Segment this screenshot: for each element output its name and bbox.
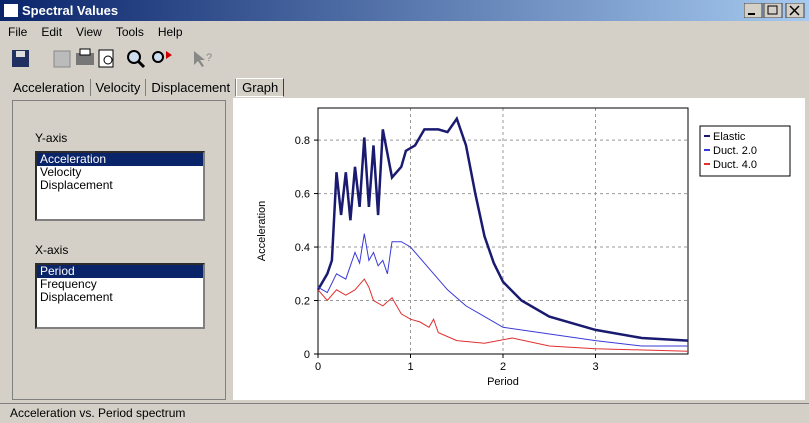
tab[interactable]: Acceleration	[8, 79, 91, 96]
list-item[interactable]: Displacement	[40, 178, 113, 192]
list-item[interactable]: Acceleration	[37, 153, 203, 166]
y-tick-label: 0	[304, 349, 310, 361]
window-title: Spectral Values	[22, 3, 119, 18]
menu-item[interactable]: View	[76, 25, 102, 39]
menu-item[interactable]: File	[8, 25, 28, 39]
series-line	[317, 278, 689, 352]
title-bar: Spectral Values	[0, 0, 809, 21]
x-axis-list[interactable]: Period Frequency Displacement	[35, 263, 205, 329]
series-line	[316, 115, 689, 342]
status-bar: Acceleration vs. Period spectrum	[0, 403, 809, 422]
y-tick-label: 0.8	[295, 135, 310, 147]
x-tick-label: 1	[407, 361, 413, 373]
x-tick-label: 0	[315, 361, 321, 373]
series-line	[317, 233, 688, 347]
tab[interactable]: Displacement	[146, 79, 237, 96]
legend-label: Duct. 2.0	[713, 145, 757, 157]
y-tick-label: 0.4	[295, 242, 310, 254]
tab[interactable]: Velocity	[91, 79, 147, 96]
y-tick-label: 0.6	[295, 189, 310, 201]
list-item[interactable]: Period	[37, 265, 203, 278]
legend-label: Duct. 4.0	[713, 159, 757, 171]
toolbar[interactable]: ?	[10, 47, 270, 71]
y-tick-label: 0.2	[295, 296, 310, 308]
y-axis-title: Acceleration	[256, 201, 268, 262]
app-icon	[4, 4, 18, 17]
status-text: Acceleration vs. Period spectrum	[10, 406, 186, 420]
menu-item[interactable]: Edit	[41, 25, 63, 39]
menu-item[interactable]: Tools	[115, 25, 144, 39]
plot-frame	[317, 107, 689, 355]
tab-strip: Acceleration Velocity Displacement Graph	[8, 78, 285, 97]
window-controls[interactable]	[744, 3, 806, 18]
list-item[interactable]: Frequency	[40, 277, 97, 291]
x-tick-label: 3	[592, 361, 598, 373]
x-axis-title: Period	[487, 376, 519, 388]
legend-box	[699, 125, 791, 177]
list-item[interactable]: Displacement	[40, 290, 113, 304]
menu-item[interactable]: Help	[157, 25, 183, 39]
menu-bar: File Edit View Tools Help	[8, 25, 197, 39]
y-axis-label: Y-axis	[35, 131, 68, 145]
axis-panel: Y-axis Acceleration Velocity Displacement …	[12, 100, 226, 400]
y-axis-list[interactable]: Acceleration Velocity Displacement	[35, 151, 205, 221]
x-tick-label: 2	[500, 361, 506, 373]
tab[interactable]: Graph	[236, 78, 285, 97]
chart: 0 0.2 0.4 0.6 0.8 0 1 2 3 Period Acceleration Elast…	[233, 98, 805, 400]
x-axis-label: X-axis	[35, 243, 69, 257]
list-item[interactable]: Velocity	[40, 165, 82, 179]
svg-text:?: ?	[206, 52, 212, 64]
legend-label: Elastic	[713, 131, 746, 143]
